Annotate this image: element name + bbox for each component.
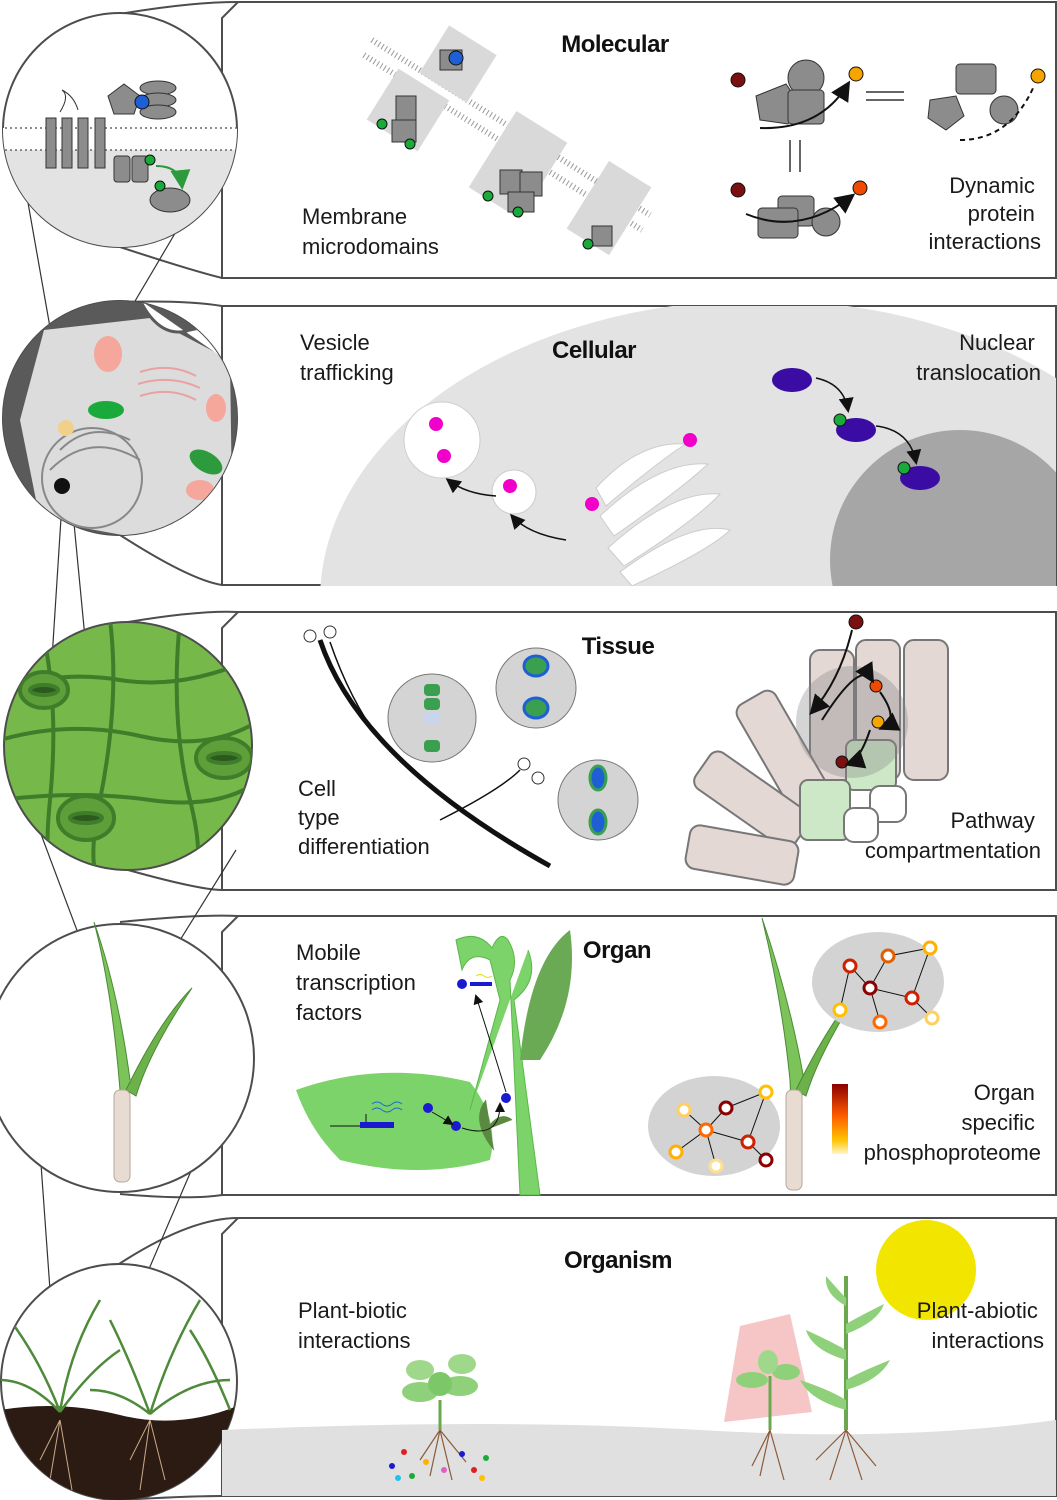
membrane-microdomains-art: [362, 25, 652, 256]
label-mobile-transcription-factors: Mobile transcription factors: [296, 940, 422, 1025]
leaf-cross-section: [684, 614, 949, 886]
golgi-stack: [595, 443, 731, 586]
label-membrane-microdomains: Membrane microdomains: [302, 204, 439, 259]
biotic-plant: [389, 1354, 489, 1481]
label-organ-specific-phosphoproteome: Organ specific phosphoproteome: [864, 1080, 1041, 1165]
label-nuclear-translocation: Nuclear translocation: [916, 330, 1041, 385]
label-cell-type-differentiation: Cell type differentiation: [298, 776, 430, 859]
heading-tissue: Tissue: [582, 633, 655, 660]
network-nodes-lower: [668, 1084, 774, 1174]
mobile-tf-plant: [296, 930, 572, 1196]
panel-molecular: Molecular Membrane microdomains Dynamic …: [302, 25, 1046, 259]
circle-cell: [2, 300, 238, 536]
panel-organism: Organism Plant-biotic interactions Plant…: [222, 1220, 1056, 1496]
circle-membrane: [2, 12, 238, 248]
label-plant-abiotic-interactions: Plant-abiotic interactions: [917, 1298, 1044, 1353]
panel-organ: Organ Mobile transcription factors Organ…: [296, 917, 1041, 1196]
heading-molecular: Molecular: [561, 31, 669, 58]
network-nodes-upper: [832, 940, 940, 1030]
label-dynamic-protein-interactions: Dynamic protein interactions: [928, 173, 1041, 254]
circle-organ: [0, 921, 255, 1193]
panel-cellular: Cellular Vesicle trafficking Nuclear tra…: [300, 306, 1056, 586]
protein-interaction-cycle-art: [730, 59, 1046, 239]
label-plant-biotic-interactions: Plant-biotic interactions: [298, 1298, 413, 1353]
circle-tissue: [3, 621, 253, 871]
phosphoproteome-plant: [648, 917, 944, 1191]
root-hair-lineage: [303, 625, 639, 869]
label-pathway-compartmentation: Pathway compartmentation: [865, 808, 1041, 863]
heading-cellular: Cellular: [552, 337, 636, 364]
abiotic-plants: [736, 1276, 890, 1481]
heading-organism: Organism: [564, 1247, 672, 1274]
heading-organ: Organ: [583, 937, 651, 964]
panel-tissue: Tissue Cell type differentiation Pathway…: [298, 614, 1041, 886]
circle-organism: [0, 1263, 238, 1500]
label-vesicle-trafficking: Vesicle trafficking: [300, 330, 394, 385]
